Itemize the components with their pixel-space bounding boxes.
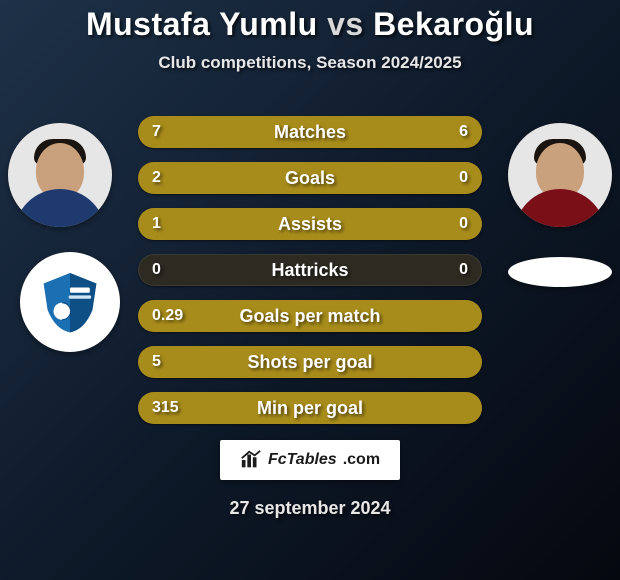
stat-label: Hattricks bbox=[271, 260, 348, 281]
stat-value-left: 0 bbox=[152, 254, 161, 286]
title-vs: vs bbox=[327, 6, 364, 42]
player-right-silhouette bbox=[525, 137, 595, 227]
brand-tld: .com bbox=[343, 451, 380, 469]
stat-value-left: 315 bbox=[152, 392, 179, 424]
brand-text: FcTables bbox=[268, 451, 337, 469]
stat-value-left: 2 bbox=[152, 162, 161, 194]
stat-row: 0 Hattricks 0 bbox=[138, 254, 482, 286]
club-right-badge-blank bbox=[508, 257, 612, 287]
date-text: 27 september 2024 bbox=[229, 498, 390, 519]
stat-value-right: 0 bbox=[459, 162, 468, 194]
player-right-avatar bbox=[508, 123, 612, 227]
stat-value-left: 0.29 bbox=[152, 300, 183, 332]
stat-label: Min per goal bbox=[257, 398, 363, 419]
stat-value-right: 0 bbox=[459, 254, 468, 286]
stats-rows: 7 Matches 6 2 Goals 0 1 Assists 0 0 Hattricks 0 0.29… bbox=[138, 116, 482, 424]
content: Mustafa Yumlu vs Bekaroğlu Club competit… bbox=[0, 0, 620, 580]
page-title: Mustafa Yumlu vs Bekaroğlu bbox=[0, 0, 620, 43]
stat-value-left: 1 bbox=[152, 208, 161, 240]
player-left-silhouette bbox=[25, 137, 95, 227]
stat-row: 5 Shots per goal bbox=[138, 346, 482, 378]
subtitle: Club competitions, Season 2024/2025 bbox=[0, 53, 620, 73]
stat-row: 2 Goals 0 bbox=[138, 162, 482, 194]
player-right-name: Bekaroğlu bbox=[373, 6, 534, 42]
stat-label: Goals per match bbox=[239, 306, 380, 327]
stat-label: Matches bbox=[274, 122, 346, 143]
brand-box: FcTables .com bbox=[220, 440, 400, 480]
stat-row: 7 Matches 6 bbox=[138, 116, 482, 148]
player-left-name: Mustafa Yumlu bbox=[86, 6, 318, 42]
club-left-badge bbox=[20, 252, 120, 352]
stat-label: Goals bbox=[285, 168, 335, 189]
stat-row: 0.29 Goals per match bbox=[138, 300, 482, 332]
stat-value-right: 0 bbox=[459, 208, 468, 240]
stat-row: 1 Assists 0 bbox=[138, 208, 482, 240]
stat-value-left: 5 bbox=[152, 346, 161, 378]
stat-value-left: 7 bbox=[152, 116, 161, 148]
club-left-logo-icon bbox=[37, 269, 103, 335]
player-left-avatar bbox=[8, 123, 112, 227]
stat-label: Assists bbox=[278, 214, 342, 235]
stat-value-right: 6 bbox=[459, 116, 468, 148]
bars-icon bbox=[240, 449, 262, 471]
stat-label: Shots per goal bbox=[247, 352, 372, 373]
stat-row: 315 Min per goal bbox=[138, 392, 482, 424]
